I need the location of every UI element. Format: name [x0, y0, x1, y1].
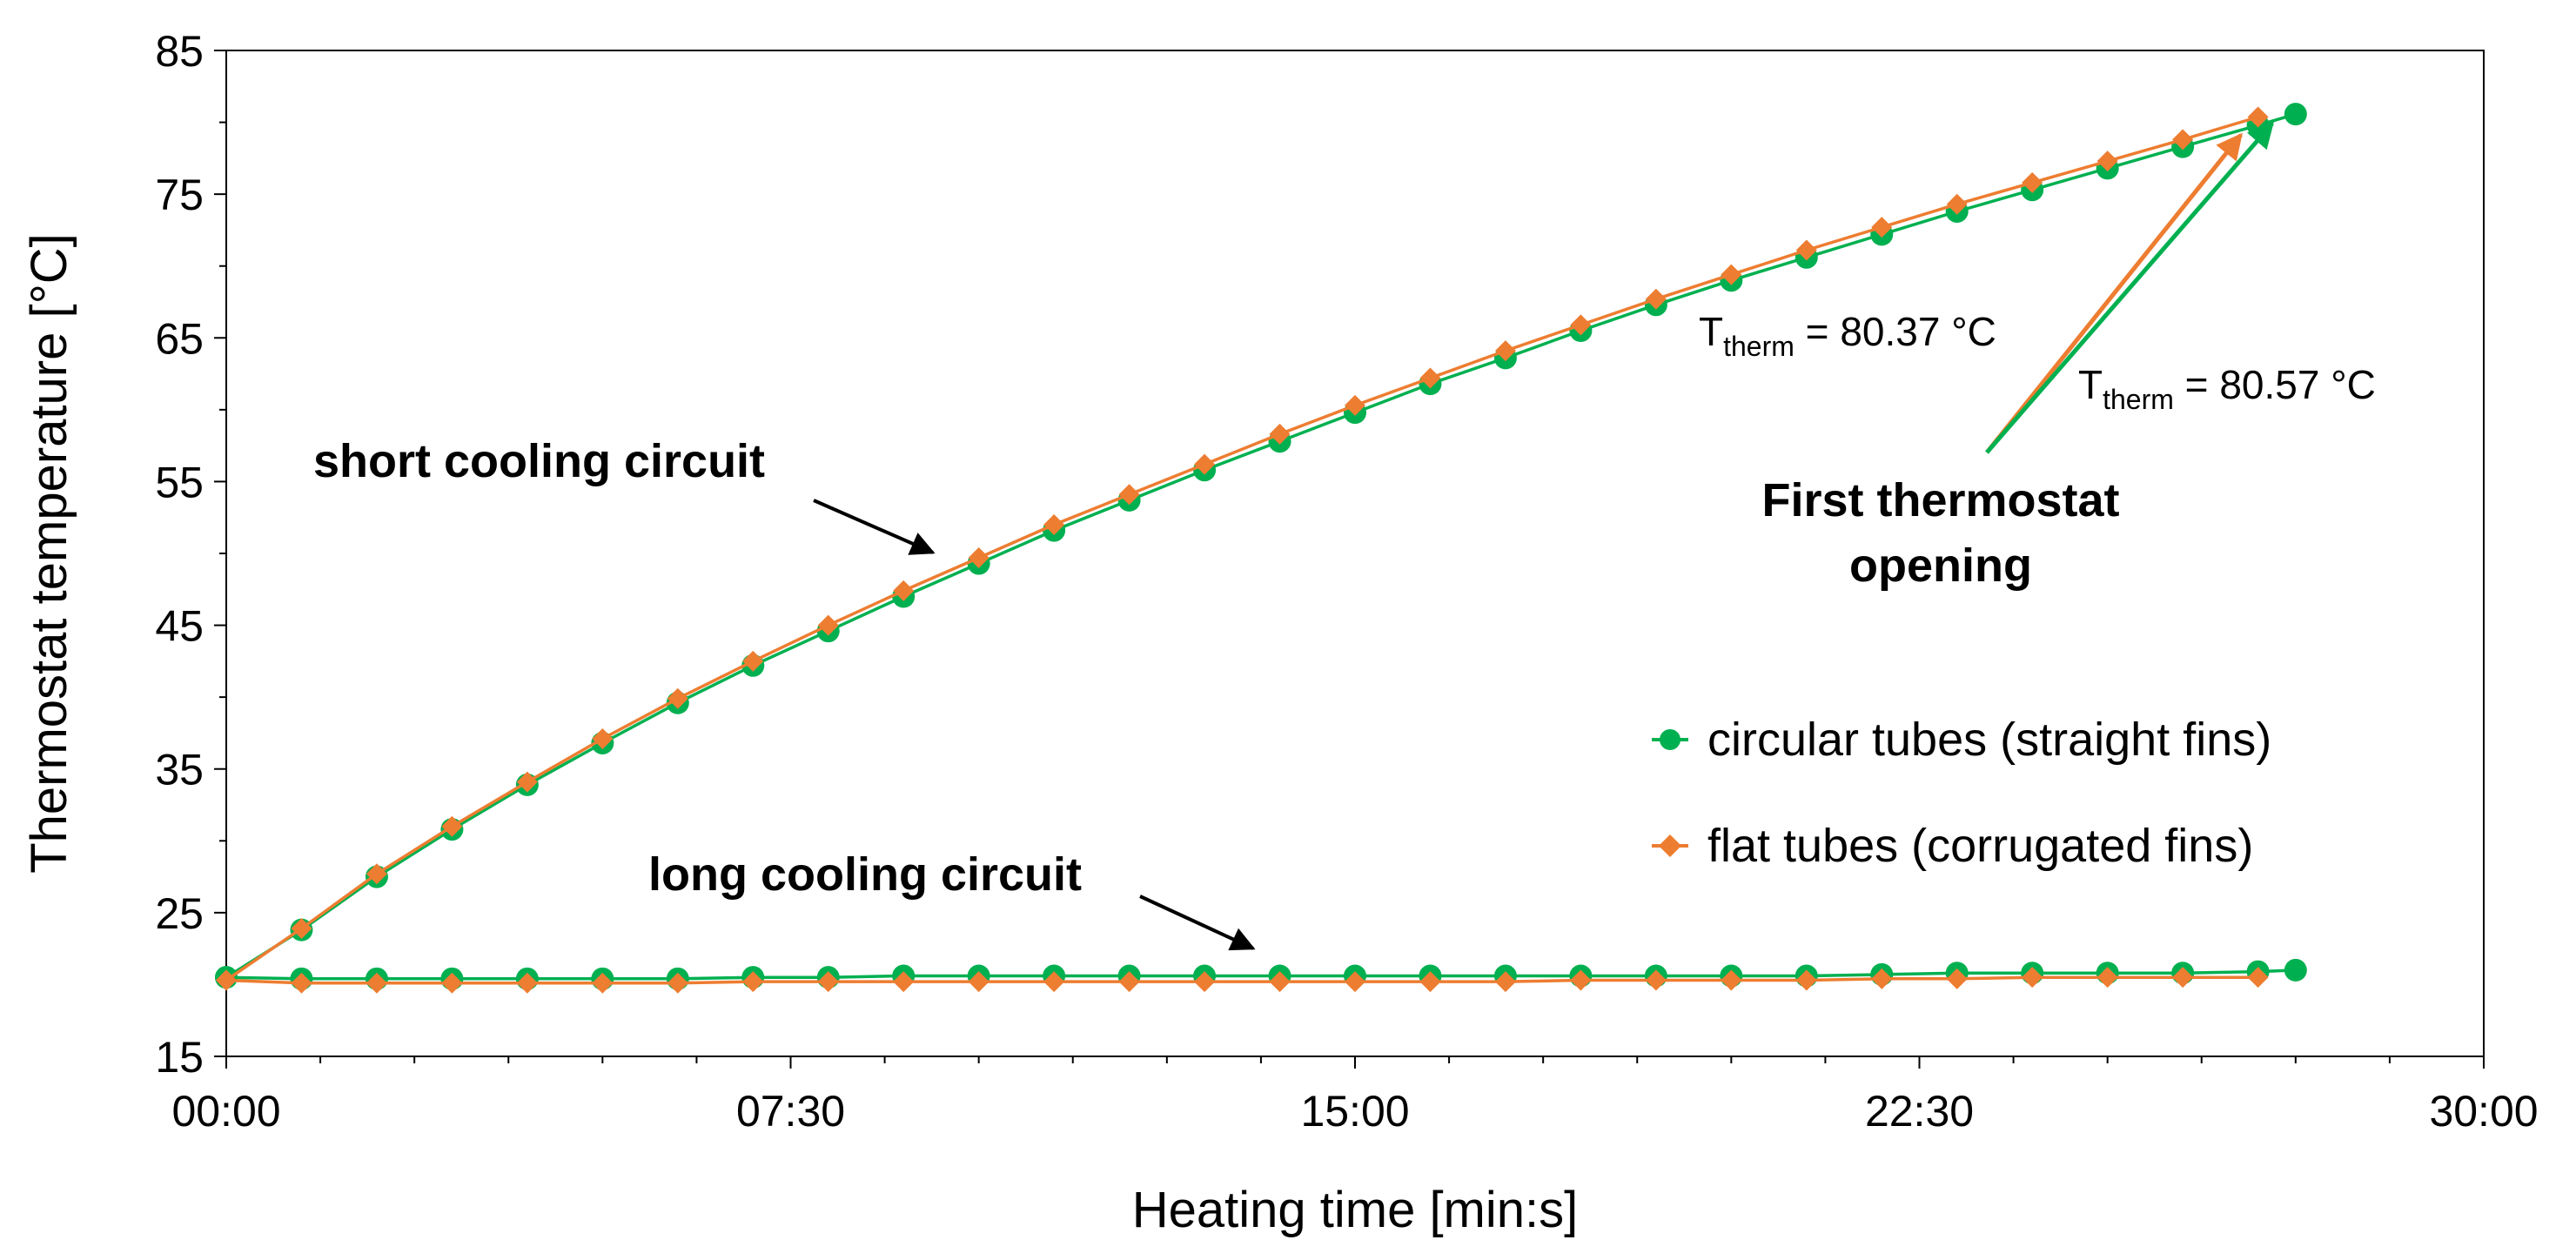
data-point-flat	[366, 863, 387, 885]
y-tick-label: 15	[155, 1033, 204, 1082]
data-point-flat	[2022, 171, 2043, 193]
data-point-flat	[1269, 971, 1291, 993]
annotation-t-therm-circular: Ttherm = 80.57 °C	[2078, 362, 2376, 415]
data-point-flat	[592, 972, 614, 994]
data-point-flat	[2096, 151, 2118, 172]
data-point-flat	[2022, 967, 2043, 989]
data-point-flat	[291, 972, 312, 994]
data-point-flat	[1118, 484, 1140, 506]
y-axis-title: Thermostat temperature [°C]	[21, 233, 77, 874]
data-point-flat	[1795, 239, 1817, 261]
arrow-thermostat-circular	[1985, 121, 2274, 454]
annotation-t-therm-flat: Ttherm = 80.37 °C	[1699, 309, 1996, 362]
legend-label-flat: flat tubes (corrugated fins)	[1707, 820, 2253, 872]
data-point-flat	[1721, 264, 1742, 285]
data-point-flat	[1946, 968, 1968, 989]
data-point-flat	[1871, 217, 1893, 238]
data-point-flat	[592, 728, 614, 750]
annotation-long-cooling-circuit: long cooling circuit	[648, 848, 1082, 901]
x-tick-label: 30:00	[2429, 1087, 2538, 1136]
data-point-flat	[1570, 969, 1592, 991]
data-point-flat	[516, 771, 538, 793]
plot-area	[225, 50, 2485, 1057]
data-point-flat	[2096, 967, 2118, 989]
data-point-flat	[968, 971, 989, 993]
x-axis: 00:00 07:30 15:00 22:30 30:00	[171, 1056, 2539, 1136]
data-point-flat	[2247, 967, 2269, 989]
data-point-circular	[2284, 103, 2307, 126]
data-point-flat	[516, 972, 538, 994]
x-tick-label: 15:00	[1300, 1087, 1409, 1136]
series-line-long-diamond	[225, 975, 2258, 985]
data-point-flat	[1269, 423, 1291, 445]
data-point-flat	[216, 969, 237, 991]
data-point-flat	[1345, 971, 1365, 993]
data-point-flat	[1494, 340, 1516, 362]
data-point-flat	[817, 614, 839, 636]
y-tick-label: 75	[155, 171, 204, 219]
data-point-flat	[893, 971, 915, 993]
data-point-flat	[968, 546, 989, 568]
data-point-flat	[1645, 969, 1667, 991]
x-tick-label: 22:30	[1865, 1087, 1974, 1136]
series-line-short-diamond	[225, 115, 2259, 982]
annotation-first-thermostat-line2: opening	[1849, 540, 2032, 592]
data-point-flat	[1570, 314, 1592, 336]
data-point-flat	[817, 971, 839, 993]
arrow-long-cooling-circuit	[1139, 895, 1256, 951]
data-point-flat	[1194, 453, 1216, 475]
data-point-flat	[441, 815, 463, 837]
data-point-flat	[667, 972, 688, 994]
data-point-flat	[1043, 971, 1065, 993]
annotation-short-cooling-circuit: short cooling circuit	[313, 435, 765, 487]
x-tick-label: 00:00	[171, 1087, 280, 1136]
y-tick-label: 85	[155, 27, 204, 76]
series-layer	[215, 103, 2307, 994]
legend: circular tubes (straight fins) flat tube…	[1652, 714, 2271, 872]
data-point-flat	[742, 971, 764, 993]
data-point-flat	[667, 687, 688, 709]
arrow-short-cooling-circuit	[813, 499, 936, 555]
data-point-flat	[1118, 971, 1140, 993]
y-tick-label: 55	[155, 458, 204, 506]
data-point-flat	[1645, 288, 1667, 310]
data-point-flat	[1419, 367, 1441, 389]
data-point-flat	[291, 918, 312, 940]
y-tick-label: 65	[155, 314, 204, 363]
legend-label-circular: circular tubes (straight fins)	[1707, 714, 2271, 766]
data-point-flat	[1043, 513, 1065, 535]
legend-marker-circular	[1660, 729, 1680, 750]
data-point-flat	[2172, 129, 2194, 151]
y-tick-label: 25	[155, 889, 204, 938]
data-point-flat	[893, 580, 915, 601]
data-point-flat	[1194, 971, 1216, 993]
data-point-flat	[2172, 967, 2194, 989]
annotation-first-thermostat-line1: First thermostat	[1761, 474, 2119, 526]
data-point-flat	[742, 650, 764, 672]
y-axis: 15 25 35 45 55 65 75 85	[155, 27, 226, 1082]
data-point-flat	[1946, 193, 1968, 215]
arrow-thermostat-flat	[1985, 132, 2243, 454]
data-point-flat	[366, 972, 387, 994]
data-point-flat	[1871, 968, 1893, 989]
data-point-circular	[2284, 958, 2307, 982]
data-point-flat	[1345, 394, 1365, 416]
x-axis-title: Heating time [min:s]	[1132, 1182, 1579, 1238]
data-point-flat	[1795, 969, 1817, 991]
data-point-flat	[1721, 969, 1742, 991]
data-point-flat	[1419, 971, 1441, 993]
legend-marker-flat	[1659, 834, 1681, 857]
y-tick-label: 45	[155, 602, 204, 651]
data-point-flat	[1494, 971, 1516, 993]
x-tick-label: 07:30	[736, 1087, 845, 1136]
y-tick-label: 35	[155, 746, 204, 794]
data-point-flat	[441, 972, 463, 994]
